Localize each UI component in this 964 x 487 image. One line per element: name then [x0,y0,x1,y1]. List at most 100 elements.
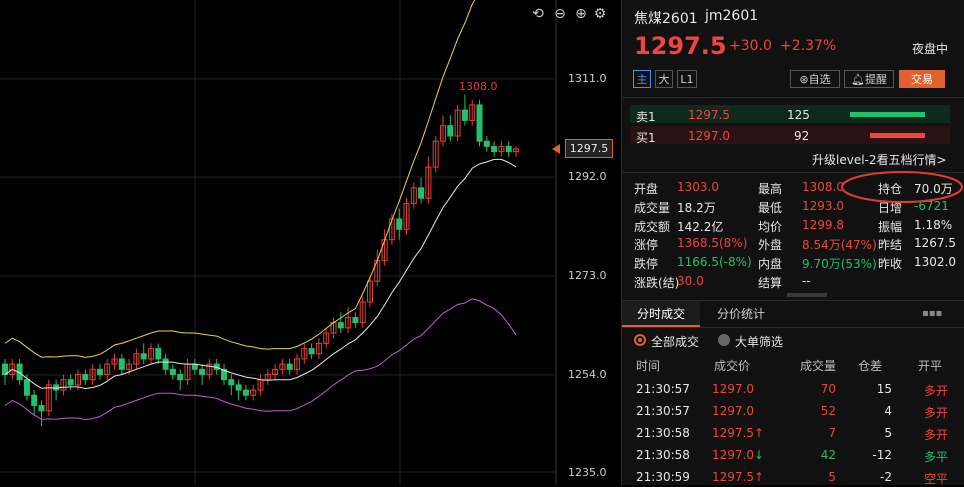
candle-body [323,332,330,344]
settings-icon[interactable]: ⚙ [593,6,607,22]
y-axis-label: 1311.0 [568,72,607,85]
table-header: 开平 [918,359,943,373]
collapse-handle[interactable] [787,293,827,297]
trade-diff: 4 [884,404,892,418]
tab-main[interactable]: 主 [633,70,651,88]
stat-key: 外盘 [758,238,783,253]
candle-body [104,363,111,376]
add-watchlist-button[interactable]: ⊛自选 [790,70,840,88]
stat-value: 1293.0 [802,198,844,213]
tab-tick-trades[interactable]: 分时成交 [622,301,700,327]
table-row: 21:30:58 1297.5 ↑ 7 5 多开 [622,423,964,443]
y-axis-label: 1235.0 [568,466,607,479]
stat-value: 8.54万(47%) [802,238,877,253]
table-row: 21:30:57 1297.0 52 4 多开 [622,401,964,421]
trade-time: 21:30:57 [636,404,690,418]
stat-key: 成交额 [634,219,671,234]
stat-key: 跌停 [634,257,659,272]
more-icon[interactable]: ▪▪▪ [922,308,943,319]
tab-price-stats[interactable]: 分价统计 [716,307,765,321]
stat-key: 涨跌(结) [634,276,680,290]
tab-big[interactable]: 大 [655,70,673,88]
stat-key: 开盘 [634,182,659,196]
sell1-volume-bar [850,112,925,117]
filter-all-label: 全部成交 [651,335,700,349]
zoom-out-icon[interactable]: ⊖ [554,6,566,22]
candle-body [425,166,432,199]
candle-body [206,363,213,376]
candle-body [440,125,446,142]
candlestick-chart-panel[interactable]: ⟲ ⊖ ⊕ ⚙ 1311.0 1292.0 1273.0 1254.0 1235… [0,0,620,485]
session-status: 夜盘中 [912,42,949,56]
stat-value: -6721 [914,198,949,213]
candle-body [294,358,300,370]
divider [622,97,964,98]
buy1-volume: 92 [794,129,810,143]
stat-value: 1299.8 [802,217,844,232]
trade-button[interactable]: 交易 [899,70,945,88]
tab-l1[interactable]: L1 [677,70,697,88]
candle-body [96,368,103,376]
trade-type: 多开 [924,406,949,420]
table-header: 成交价 [714,359,751,373]
divider [622,172,964,173]
candle-body [418,187,425,199]
buy1-volume-bar [870,133,925,138]
candle-body [491,145,498,153]
buy1-label: 买1 [636,131,656,145]
filter-big-label: 大单筛选 [735,335,784,349]
tick-trade-table: 时间 成交价 成交量 仓差 开平 21:30:57 1297.0 70 15 多开 21:30:57… [622,355,964,487]
stat-value: 142.2亿 [677,219,724,234]
candle-body [359,301,366,324]
sell1-volume: 125 [787,108,810,122]
stat-value: 1267.5 [914,236,956,251]
candle-body [118,358,125,370]
stat-key: 最高 [758,182,783,196]
table-row: 21:30:57 1297.0 70 15 多开 [622,379,964,399]
table-header: 仓差 [858,359,883,373]
radio-big-orders[interactable] [718,334,730,346]
stat-value: 1302.0 [914,255,956,270]
trade-type: 多开 [924,428,949,442]
price-alert-button[interactable]: 🔔︎提醒 [844,70,894,88]
sell1-label: 卖1 [636,110,656,124]
last-price: 1297.5 [634,32,727,60]
candle-body [447,125,454,137]
trade-time: 21:30:58 [636,448,690,462]
trade-time: 21:30:59 [636,470,690,484]
sell-row-bg [630,105,950,123]
candle-body [155,348,162,360]
stat-value: 30.0 [677,274,704,288]
bell-icon: 🔔︎ [851,73,865,86]
candle-body [396,218,403,230]
stat-value: 1.18% [914,217,953,232]
trade-vol: 42 [820,448,836,462]
candle-body [111,358,118,365]
candle-body [9,363,16,376]
candle-body [169,368,176,376]
candle-body [250,389,257,396]
stat-value: 18.2万 [677,200,716,215]
table-row: 21:30:59 1297.5 ↑ 5 -2 空平 [622,467,964,487]
candle-body [191,363,198,370]
candle-body [476,104,483,142]
candle-body [513,148,519,153]
candle-body [82,374,89,381]
trade-diff: 5 [884,426,892,440]
candle-body [403,202,410,230]
candlestick-chart[interactable] [0,0,620,485]
trade-tabs: 分时成交 分价统计 ▪▪▪ [622,300,964,328]
candle-body [133,353,140,365]
stat-value: 9.70万(53%) [802,257,877,272]
undo-icon[interactable]: ⟲ [532,6,544,22]
radio-all-trades[interactable] [634,334,646,346]
candle-body [483,140,490,147]
table-header: 成交量 [800,359,837,373]
zoom-in-icon[interactable]: ⊕ [575,6,587,22]
stat-value: -- [802,274,811,288]
trade-price: 1297.5 [712,470,754,484]
upgrade-level2-link[interactable]: 升级level-2看五档行情> [812,153,947,167]
candle-body [221,368,227,381]
candle-body [60,379,67,391]
trade-price: 1297.5 [712,426,754,440]
